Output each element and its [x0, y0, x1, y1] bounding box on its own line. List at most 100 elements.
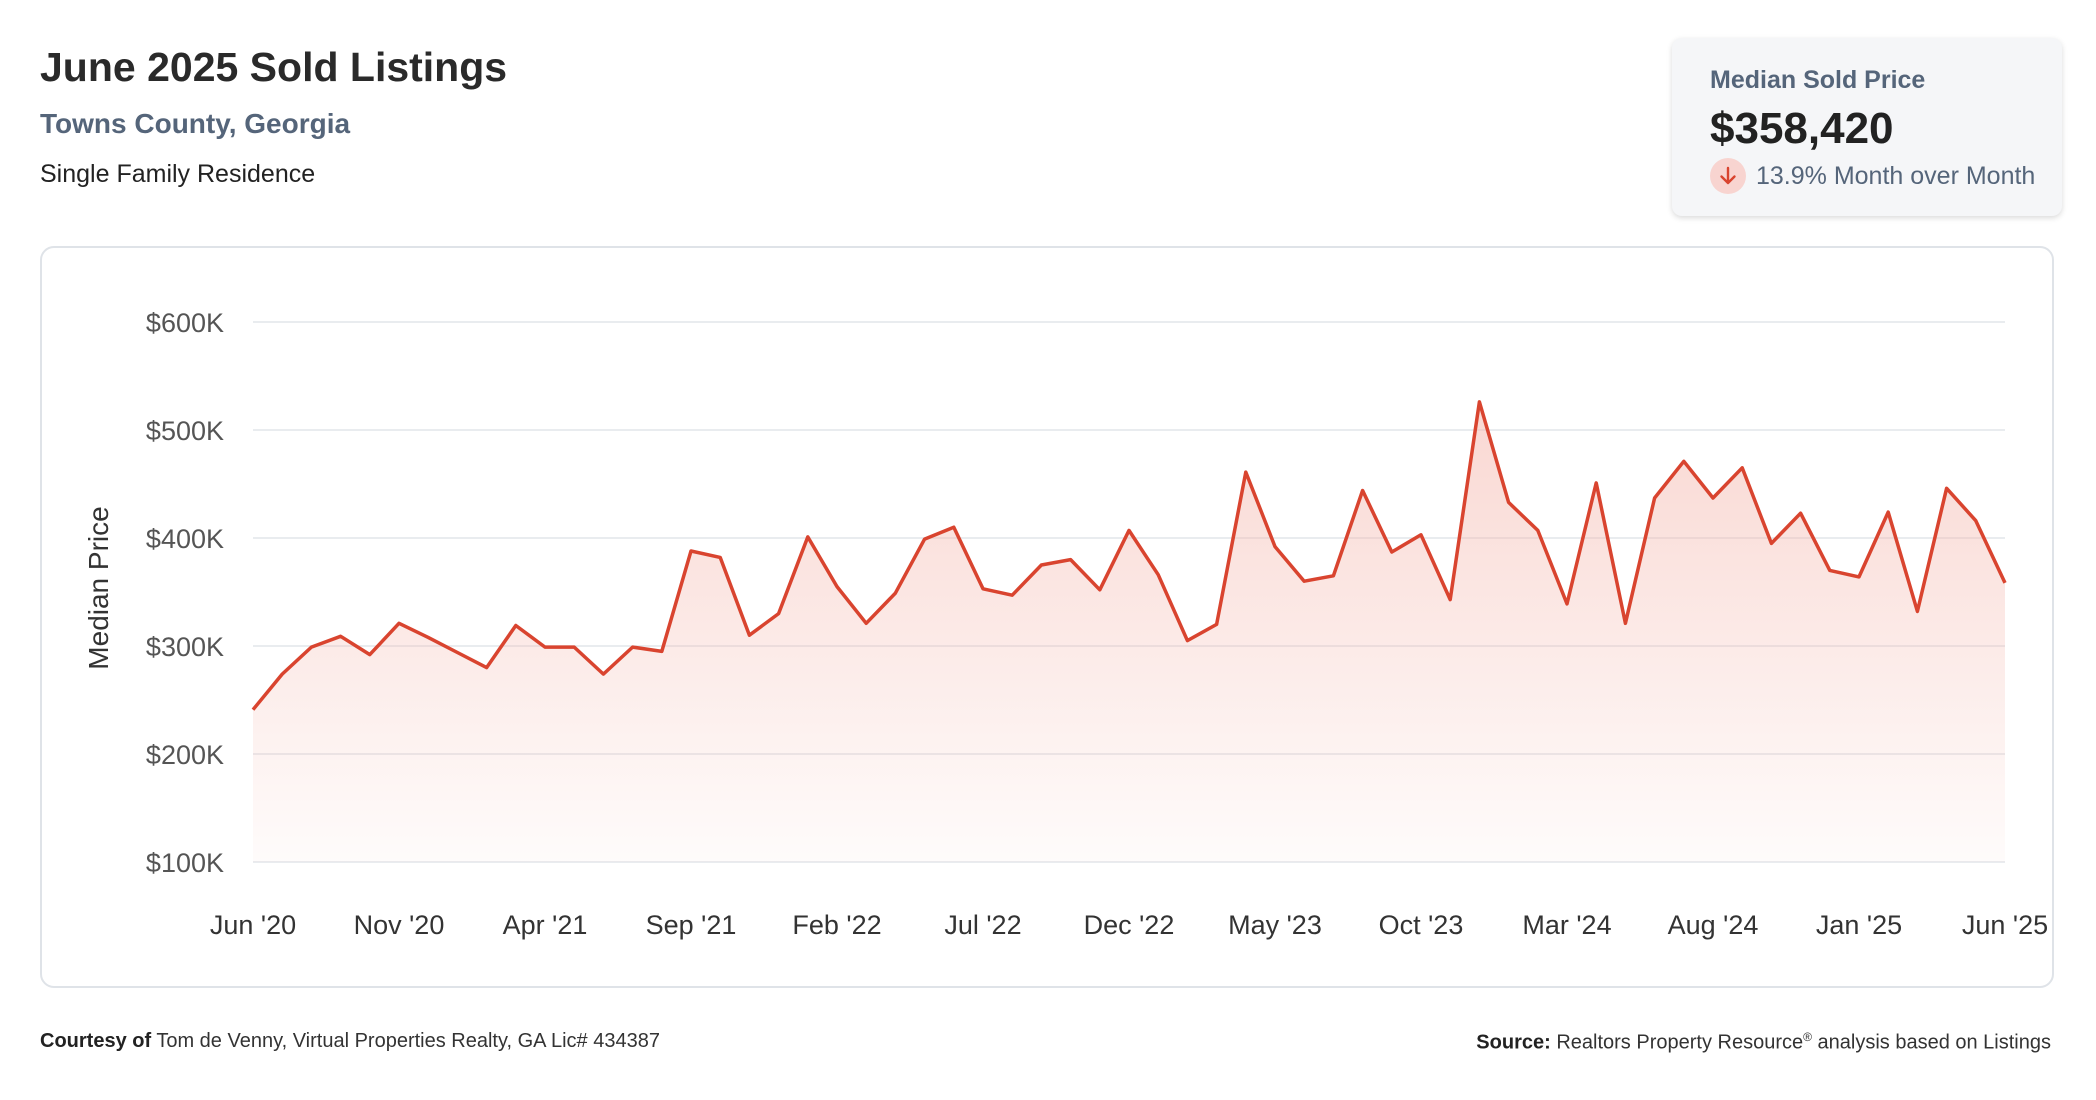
y-tick-label: $500K [146, 416, 224, 446]
stat-value: $358,420 [1710, 104, 1894, 153]
data-point [1798, 510, 1804, 516]
data-point [1418, 532, 1424, 538]
data-point [1564, 601, 1570, 607]
data-point [1944, 485, 1950, 491]
data-point [1038, 562, 1044, 568]
courtesy-text: Tom de Venny, Virtual Properties Realty,… [156, 1030, 660, 1052]
data-point [805, 534, 811, 540]
data-point [396, 620, 402, 626]
x-tick-label: Jun '25 [1962, 910, 2048, 940]
data-point [1126, 527, 1132, 533]
data-point [717, 554, 723, 560]
data-point [1184, 638, 1190, 644]
data-point [308, 644, 314, 650]
data-point [1360, 487, 1366, 493]
data-point [1214, 621, 1220, 627]
data-point [1243, 469, 1249, 475]
courtesy-footer: Courtesy of Tom de Venny, Virtual Proper… [40, 1030, 660, 1053]
data-point [1068, 557, 1074, 563]
data-point [1476, 399, 1482, 405]
data-point [338, 633, 344, 639]
y-tick-label: $300K [146, 632, 224, 662]
data-point [2002, 580, 2008, 586]
source-name: Realtors Property Resource [1556, 1031, 1804, 1054]
data-point [1885, 509, 1891, 515]
x-tick-label: Dec '22 [1084, 910, 1175, 940]
data-point [980, 586, 986, 592]
data-point [659, 648, 665, 654]
stat-change-text: 13.9% Month over Month [1756, 161, 2036, 190]
data-point [922, 536, 928, 542]
y-axis-label: Median Price [83, 506, 114, 669]
data-point [513, 622, 519, 628]
data-point [1097, 587, 1103, 593]
data-point [1652, 495, 1658, 501]
x-tick-label: Apr '21 [503, 910, 588, 940]
property-type-label: Single Family Residence [40, 160, 316, 188]
data-point [834, 584, 840, 590]
data-point [1155, 572, 1161, 578]
x-tick-label: Sep '21 [646, 910, 737, 940]
data-point [600, 671, 606, 677]
x-tick-label: Mar '24 [1522, 910, 1611, 940]
data-point [688, 548, 694, 554]
x-tick-label: Aug '24 [1668, 910, 1759, 940]
data-point [1768, 540, 1774, 546]
data-point [1506, 499, 1512, 505]
data-point [425, 634, 431, 640]
data-point [1330, 573, 1336, 579]
data-point [951, 524, 957, 530]
stat-change: 13.9% Month over Month [1710, 158, 2035, 194]
data-point [863, 620, 869, 626]
data-point [1827, 567, 1833, 573]
data-point [1622, 620, 1628, 626]
page-title: June 2025 Sold Listings [40, 44, 508, 90]
arrow-down-icon [1710, 158, 1746, 194]
price-area-fill [253, 401, 2005, 862]
source-text: analysis based on Listings [1817, 1031, 2051, 1054]
source-label: Source: [1476, 1031, 1551, 1054]
data-point [1856, 574, 1862, 580]
data-point [1973, 518, 1979, 524]
median-sold-price-card: Median Sold Price $358,420 13.9% Month o… [1672, 38, 2062, 216]
median-price-chart: $100K $200K $300K $400K $500K $600K Jun '20 No… [83, 308, 2048, 940]
data-point [454, 649, 460, 655]
y-tick-label: $100K [146, 848, 224, 878]
data-point [571, 644, 577, 650]
data-point [1272, 544, 1278, 550]
data-point [892, 590, 898, 596]
data-point [1914, 608, 1920, 614]
median-price-line [251, 400, 2007, 711]
x-tick-label: Feb '22 [792, 910, 881, 940]
stat-label: Median Sold Price [1710, 66, 1926, 94]
y-tick-label: $600K [146, 308, 224, 338]
data-point [367, 652, 373, 658]
data-point [1535, 527, 1541, 533]
data-point [1710, 495, 1716, 501]
y-tick-label: $400K [146, 524, 224, 554]
data-point [1593, 480, 1599, 486]
x-tick-label: Oct '23 [1379, 910, 1464, 940]
x-tick-label: Jul '22 [944, 910, 1021, 940]
data-point [746, 632, 752, 638]
data-point [1739, 465, 1745, 471]
data-point [1389, 549, 1395, 555]
x-tick-label: May '23 [1228, 910, 1322, 940]
x-tick-label: Jun '20 [210, 910, 296, 940]
data-point [776, 611, 782, 617]
y-tick-label: $200K [146, 740, 224, 770]
source-footer: Source: Realtors Property Resource® anal… [1476, 1030, 2051, 1055]
courtesy-label: Courtesy of [40, 1030, 152, 1052]
data-point [1301, 578, 1307, 584]
chart-container: $100K $200K $300K $400K $500K $600K Jun '20 No… [40, 246, 2054, 988]
registered-mark: ® [1803, 1030, 1812, 1044]
x-tick-label: Jan '25 [1816, 910, 1902, 940]
data-point [1447, 597, 1453, 603]
data-point [279, 671, 285, 677]
location-subtitle: Towns County, Georgia [40, 108, 351, 139]
x-tick-label: Nov '20 [354, 910, 445, 940]
data-point [1681, 458, 1687, 464]
data-point [542, 644, 548, 650]
data-point [250, 707, 256, 713]
data-point [630, 644, 636, 650]
